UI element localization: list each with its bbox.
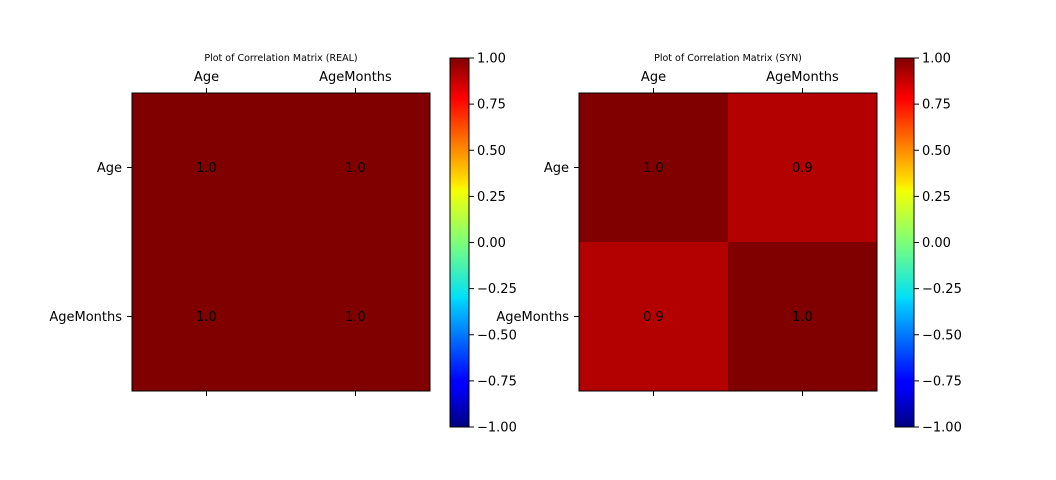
colorbar-tick-label: 0.50	[922, 144, 951, 159]
chart-title: Plot of Correlation Matrix (REAL)	[204, 53, 357, 64]
colorbar-tick-label: 0.75	[477, 98, 506, 113]
heatmap-panel-syn: Plot of Correlation Matrix (SYN) 1.0 0.9 0.…	[496, 52, 962, 436]
x-tick-label: AgeMonths	[766, 70, 839, 85]
colorbar-tick-label: −0.25	[477, 282, 517, 297]
heatmap-cell	[728, 242, 878, 392]
x-tick-label: Age	[641, 70, 666, 85]
x-tick-label: Age	[194, 70, 219, 85]
colorbar-tick-label: 0.25	[477, 190, 506, 205]
colorbar-tick-label: −0.25	[922, 282, 962, 297]
y-tick-label: AgeMonths	[49, 310, 122, 325]
chart-title: Plot of Correlation Matrix (SYN)	[654, 53, 802, 64]
heatmap-cell	[579, 93, 729, 243]
cell-label: 1.0	[643, 161, 664, 176]
cell-label: 1.0	[345, 161, 366, 176]
colorbar-tick-label: 0.75	[922, 98, 951, 113]
y-tick-label: AgeMonths	[496, 310, 569, 325]
heatmap-panel-real: Plot of Correlation Matrix (REAL) 1.0 1.0 1…	[49, 52, 517, 436]
colorbar	[895, 58, 914, 427]
cell-label: 0.9	[792, 161, 813, 176]
y-tick-label: Age	[97, 161, 122, 176]
cell-label: 1.0	[196, 161, 217, 176]
cell-label: 1.0	[792, 310, 813, 325]
x-tick-label: AgeMonths	[319, 70, 392, 85]
colorbar	[450, 58, 469, 427]
colorbar-tick-label: 0.00	[477, 236, 506, 251]
heatmap-cell	[728, 93, 878, 243]
heatmap-cell	[281, 242, 431, 392]
y-tick-label: Age	[544, 161, 569, 176]
plot-frame	[578, 92, 878, 392]
heatmap-cell	[132, 242, 282, 392]
colorbar-tick-label: −1.00	[477, 421, 517, 436]
cell-label: 1.0	[196, 310, 217, 325]
colorbar-tick-label: −0.75	[922, 374, 962, 389]
colorbar-tick-label: −0.50	[922, 328, 962, 343]
colorbar-tick-label: −1.00	[922, 421, 962, 436]
colorbar-tick-label: −0.50	[477, 328, 517, 343]
colorbar-tick-label: 0.25	[922, 190, 951, 205]
colorbar-tick-label: −0.75	[477, 374, 517, 389]
cell-label: 1.0	[345, 310, 366, 325]
heatmap-cell	[579, 242, 729, 392]
colorbar-tick-label: 1.00	[922, 52, 951, 67]
heatmap-cell	[132, 93, 282, 243]
plot-frame	[131, 92, 431, 392]
cell-label: 0.9	[643, 310, 664, 325]
colorbar-tick-label: 0.50	[477, 144, 506, 159]
colorbar-tick-label: 0.00	[922, 236, 951, 251]
colorbar-tick-label: 1.00	[477, 52, 506, 67]
heatmap-cell	[281, 93, 431, 243]
